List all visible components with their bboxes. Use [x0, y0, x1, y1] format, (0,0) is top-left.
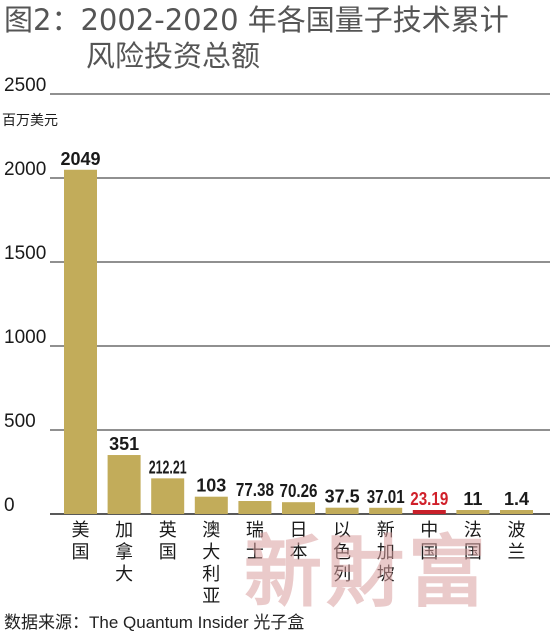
category-label-法国: 法国 — [464, 520, 482, 563]
bar-加拿大 — [107, 455, 141, 514]
category-label-中国: 中国 — [420, 520, 438, 563]
bar-value-labels: 2049 351 212.21 103 77.38 70.26 37.5 37.01 23.19… — [60, 149, 529, 509]
bar-日本 — [282, 502, 315, 514]
chart-title-line-1: 图2：2002-2020 年各国量子技术累计 — [4, 3, 509, 37]
bar-英国 — [151, 478, 185, 514]
category-label-以色列: 以色列 — [333, 520, 351, 585]
bar-value-label-加拿大: 351 — [109, 434, 139, 454]
bar-value-label-以色列: 37.5 — [325, 487, 360, 507]
bar-中国 — [412, 510, 446, 514]
chart-title: 图2：2002-2020 年各国量子技术累计 风险投资总额 — [4, 2, 544, 74]
y-tick-label-0: 0 — [4, 495, 15, 516]
bars — [64, 169, 533, 514]
bar-value-label-英国: 212.21 — [149, 457, 187, 477]
y-tick-label-1500: 1500 — [4, 243, 46, 264]
bar-以色列 — [325, 507, 359, 514]
source-note: 数据来源：The Quantum Insider 光子盒 — [4, 613, 305, 632]
chart-title-line-2: 风险投资总额 — [86, 39, 261, 73]
y-tick-label-2000: 2000 — [4, 159, 46, 180]
category-label-澳大利亚: 澳大利亚 — [202, 520, 220, 607]
bar-瑞士 — [238, 501, 272, 514]
category-label-加拿大: 加拿大 — [115, 520, 133, 585]
category-label-日本: 日本 — [290, 520, 308, 563]
bar-value-label-中国: 23.19 — [410, 489, 448, 509]
bar-value-label-日本: 70.26 — [280, 481, 318, 501]
bar-value-label-新加坡: 37.01 — [367, 487, 405, 507]
y-tick-label-500: 500 — [4, 411, 36, 432]
bar-value-label-瑞士: 77.38 — [236, 480, 274, 500]
bar-value-label-澳大利亚: 103 — [196, 476, 226, 496]
category-label-英国: 英国 — [159, 520, 177, 563]
y-tick-label-2500: 2500 — [4, 75, 46, 96]
y-axis-tick-labels: 0 500 1000 1500 2000 2500 — [4, 75, 46, 516]
category-label-瑞士: 瑞士 — [246, 520, 264, 563]
bar-value-label-波兰: 1.4 — [504, 489, 529, 509]
bar-澳大利亚 — [194, 496, 228, 514]
category-label-新加坡: 新加坡 — [377, 520, 395, 585]
bar-新加坡 — [369, 507, 403, 514]
bar-法国 — [456, 510, 490, 514]
bar-波兰 — [500, 510, 533, 514]
category-label-美国: 美国 — [72, 520, 90, 563]
y-axis-unit-label: 百万美元 — [2, 113, 58, 129]
category-label-波兰: 波兰 — [508, 520, 526, 563]
y-tick-label-1000: 1000 — [4, 327, 46, 348]
bar-value-label-法国: 11 — [463, 489, 482, 509]
watermark-logo: 新財富 — [244, 527, 491, 618]
bar-value-label-美国: 2049 — [60, 149, 100, 169]
bar-美国 — [64, 169, 97, 514]
